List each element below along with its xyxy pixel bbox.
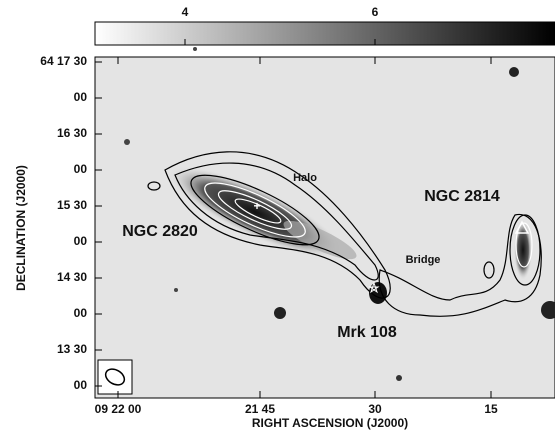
colorbar-tick-label: 6 bbox=[372, 5, 379, 19]
annotation: Mrk 108 bbox=[337, 324, 397, 341]
y-tick-label: 14 30 bbox=[57, 270, 87, 284]
colorbar bbox=[94, 21, 555, 46]
beam bbox=[104, 368, 126, 386]
beam-box bbox=[97, 359, 133, 395]
annotation: NGC 2814 bbox=[424, 188, 500, 205]
annotation: Halo bbox=[293, 172, 317, 184]
annotation: Bridge bbox=[406, 254, 441, 266]
y-tick-label: 64 17 30 bbox=[40, 54, 87, 68]
contours bbox=[147, 151, 542, 317]
y-tick-label: 00 bbox=[74, 306, 88, 320]
inner-contours bbox=[204, 182, 533, 268]
y-tick-label: 16 30 bbox=[57, 126, 87, 140]
y-tick-label: 13 30 bbox=[57, 342, 87, 356]
x-axis-label: RIGHT ASCENSION (J2000) bbox=[252, 416, 408, 430]
x-tick-label: 30 bbox=[368, 402, 382, 416]
x-tick-label: 21 45 bbox=[245, 402, 275, 416]
y-tick-label: 00 bbox=[74, 234, 88, 248]
x-tick-label: 09 22 00 bbox=[95, 402, 142, 416]
y-tick-label: 15 30 bbox=[57, 198, 87, 212]
triangle-marker bbox=[514, 220, 530, 234]
center-marker: + bbox=[253, 199, 260, 213]
x-tick-label: 15 bbox=[484, 402, 498, 416]
star-marker bbox=[368, 281, 380, 294]
colorbar-tick-label: 4 bbox=[182, 5, 189, 19]
y-axis-label: DECLINATION (J2000) bbox=[14, 165, 28, 291]
y-tick-label: 00 bbox=[74, 162, 88, 176]
y-tick-label: 00 bbox=[74, 90, 88, 104]
annotation: NGC 2820 bbox=[122, 223, 198, 240]
ticks: 09 22 00 21 45 30 15 64 17 30 00 16 30 00 15 30 0… bbox=[40, 54, 498, 416]
y-tick-label: 00 bbox=[74, 378, 88, 392]
